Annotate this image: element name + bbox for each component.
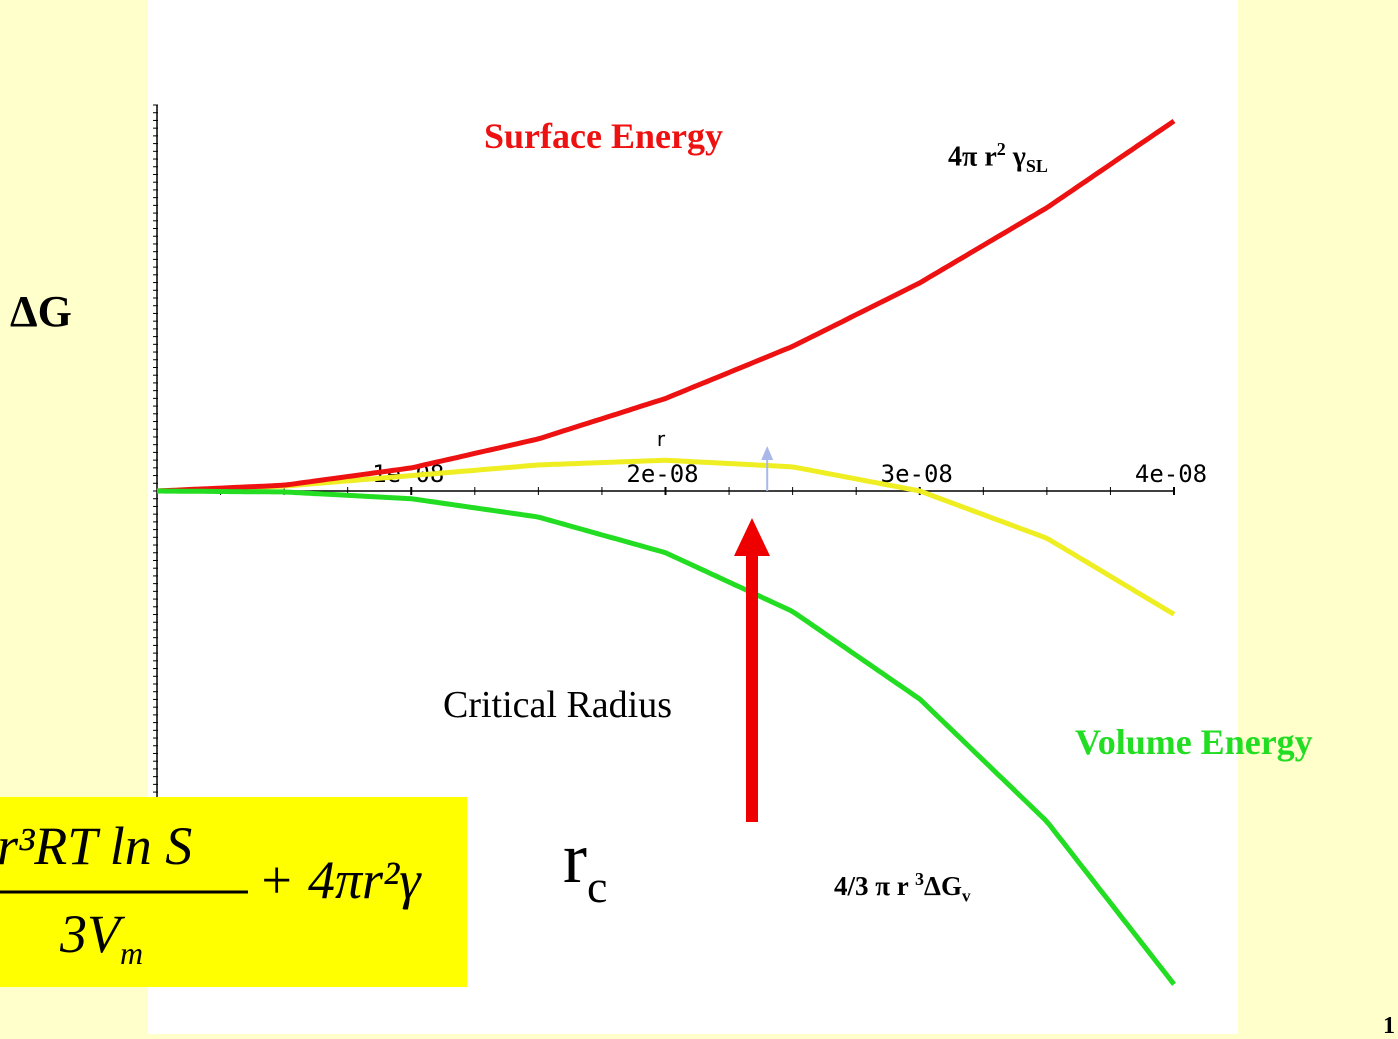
surface-formula-exp: 2 [996, 139, 1006, 159]
critical-radius-arrow-shaft [746, 552, 758, 822]
formula-numerator: πr³RT ln S [0, 816, 193, 876]
formula-denominator-sub: m [120, 934, 144, 971]
surface-energy-label: Surface Energy [484, 116, 723, 156]
volume-energy-formula: 4/3 π r 3ΔGv [834, 870, 970, 904]
series-total-line [156, 457, 1176, 617]
y-axis-ticks [153, 104, 158, 801]
surface-formula-sub: SL [1025, 155, 1048, 176]
formula-tail: + 4πr²γ [258, 850, 421, 910]
x-tick-label: 2e-08 [626, 460, 698, 488]
series-volume-energy-line [157, 488, 1176, 986]
x-axis-ticks [220, 487, 1175, 495]
page-number: 1 [1383, 1013, 1395, 1039]
volume-formula-prefix: 4/3 π r [834, 871, 916, 901]
x-tick-labels: 1e-08 2e-08 3e-08 4e-08 [372, 460, 1207, 488]
volume-energy-label: Volume Energy [1075, 722, 1313, 762]
volume-formula-rest: ΔG [924, 871, 962, 901]
critical-radius-arrow-head [734, 518, 770, 556]
rc-main: r [563, 818, 587, 898]
gibbs-energy-formula-box: πr³RT ln S 3Vm + 4πr²γ [0, 797, 467, 987]
x-axis-label: r [657, 427, 666, 451]
formula-denominator: 3Vm [60, 907, 143, 969]
y-axis-label: ΔG [10, 287, 72, 336]
formula-denominator-main: 3V [60, 904, 120, 964]
series-surface-energy-line [156, 118, 1176, 494]
surface-energy-formula: 4π r2 γSL [948, 140, 1048, 175]
surface-formula-gamma: γ [1005, 141, 1026, 173]
volume-formula-exp: 3 [915, 869, 925, 889]
critical-radius-marker-head [761, 446, 774, 460]
volume-formula-sub: v [961, 886, 971, 906]
critical-radius-label: Critical Radius [443, 684, 673, 726]
formula-fraction-bar [0, 890, 248, 894]
rc-sub: c [586, 861, 608, 912]
surface-formula-prefix: 4π r [948, 141, 997, 173]
x-tick-label: 4e-08 [1135, 460, 1207, 488]
rc-label: rc [563, 822, 607, 910]
